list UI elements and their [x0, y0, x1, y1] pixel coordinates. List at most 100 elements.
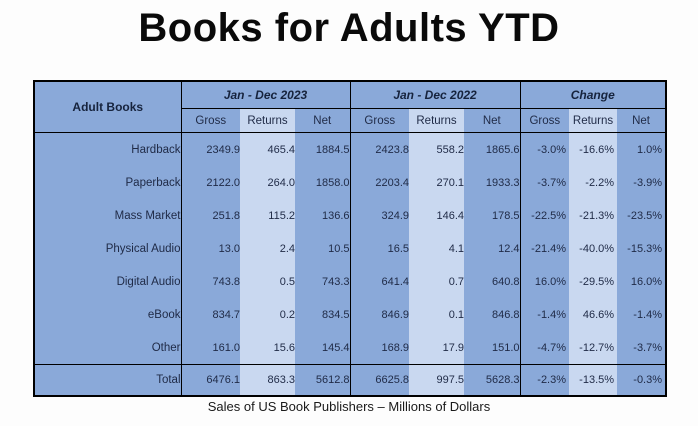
group-header-change: Change	[519, 81, 667, 109]
col-header-returns-group1: Returns	[409, 108, 465, 133]
data-cell: -13.5%	[569, 364, 618, 396]
table-row: Physical Audio 13.0 2.4 10.5 16.5 4.1 12.4 -21.…	[34, 232, 667, 265]
row-label: Other	[34, 331, 181, 365]
data-cell: 115.2	[240, 199, 295, 232]
data-cell: 846.9	[349, 298, 410, 331]
data-cell: 5628.3	[464, 364, 521, 396]
data-cell: 15.6	[240, 331, 295, 365]
data-cell: 743.8	[180, 265, 240, 298]
table-row: Hardback 2349.9 465.4 1884.5 2423.8 558.2 1865…	[34, 132, 667, 166]
table-caption: Sales of US Book Publishers – Millions o…	[207, 399, 491, 414]
data-cell: 743.3	[295, 265, 351, 298]
col-header-net-group0: Net	[295, 108, 351, 133]
data-cell: -1.4%	[519, 298, 570, 331]
data-cell: -21.4%	[519, 232, 570, 265]
data-cell: -29.5%	[569, 265, 618, 298]
data-cell: 16.0%	[519, 265, 570, 298]
data-cell: -3.9%	[617, 166, 667, 199]
data-cell: 12.4	[464, 232, 521, 265]
data-cell: 4.1	[409, 232, 465, 265]
data-cell: -3.7%	[617, 331, 667, 365]
data-cell: 558.2	[409, 132, 465, 166]
group-header-jan-dec-2023: Jan - Dec 2023	[180, 81, 351, 109]
data-cell: 13.0	[180, 232, 240, 265]
data-cell: 151.0	[464, 331, 521, 365]
data-cell: 1933.3	[464, 166, 521, 199]
data-cell: -2.2%	[569, 166, 618, 199]
data-cell: 264.0	[240, 166, 295, 199]
data-cell: -40.0%	[569, 232, 618, 265]
data-cell: 178.5	[464, 199, 521, 232]
data-cell: -1.4%	[617, 298, 667, 331]
data-cell: 161.0	[180, 331, 240, 365]
col-header-returns-group2: Returns	[569, 108, 618, 133]
data-cell: 10.5	[295, 232, 351, 265]
data-cell: 1858.0	[295, 166, 351, 199]
data-cell: -3.0%	[519, 132, 570, 166]
data-cell: -3.7%	[519, 166, 570, 199]
data-cell: 2122.0	[180, 166, 240, 199]
table-row: Paperback 2122.0 264.0 1858.0 2203.4 270.1 193…	[34, 166, 667, 199]
row-label: eBook	[34, 298, 181, 331]
data-cell: 640.8	[464, 265, 521, 298]
data-cell: -15.3%	[617, 232, 667, 265]
data-cell: 324.9	[349, 199, 410, 232]
data-cell: -21.3%	[569, 199, 618, 232]
data-cell: 2203.4	[349, 166, 410, 199]
data-cell: 1865.6	[464, 132, 521, 166]
data-cell: 997.5	[409, 364, 465, 396]
row-label: Physical Audio	[34, 232, 181, 265]
col-header-gross-group1: Gross	[349, 108, 410, 133]
data-cell: 641.4	[349, 265, 410, 298]
group-header-jan-dec-2022: Jan - Dec 2022	[349, 81, 521, 109]
data-cell: 136.6	[295, 199, 351, 232]
data-cell: -12.7%	[569, 331, 618, 365]
row-label: Hardback	[34, 132, 181, 166]
total-row: Total 6476.1 863.3 5612.8 6625.8 997.5 5628.3-…	[34, 364, 667, 396]
data-cell: 2423.8	[349, 132, 410, 166]
data-cell: 251.8	[180, 199, 240, 232]
data-cell: -4.7%	[519, 331, 570, 365]
sub-header-row: Gross Returns Net Gross Returns Net Gross Retur…	[34, 108, 667, 133]
data-cell: 16.0%	[617, 265, 667, 298]
data-cell: 465.4	[240, 132, 295, 166]
data-cell: -2.3%	[519, 364, 570, 396]
data-cell: 16.5	[349, 232, 410, 265]
col-header-net-group2: Net	[617, 108, 667, 133]
data-cell: 5612.8	[295, 364, 351, 396]
data-cell: 46.6%	[569, 298, 618, 331]
data-cell: 2.4	[240, 232, 295, 265]
data-cell: 270.1	[409, 166, 465, 199]
data-cell: 1884.5	[295, 132, 351, 166]
col-header-net-group1: Net	[464, 108, 521, 133]
group-header-row: Adult Books Jan - Dec 2023 Jan - Dec 202…	[34, 81, 667, 133]
data-cell: 0.7	[409, 265, 465, 298]
table-row: eBook 834.7 0.2 834.5 846.9 0.1 846.8 -1.4% 46.6…	[34, 298, 667, 331]
corner-header: Adult Books	[34, 81, 182, 133]
data-cell: 834.5	[295, 298, 351, 331]
row-label: Paperback	[34, 166, 181, 199]
data-cell: 145.4	[295, 331, 351, 365]
data-cell: 168.9	[349, 331, 410, 365]
table-row: Mass Market 251.8 115.2 136.6 324.9 146.4 178.…	[34, 199, 667, 232]
data-cell: 1.0%	[617, 132, 667, 166]
adult-books-table: Adult Books Jan - Dec 2023 Jan - Dec 202…	[33, 80, 668, 397]
col-header-gross-group0: Gross	[180, 108, 240, 133]
data-cell: 0.5	[240, 265, 295, 298]
col-header-gross-group2: Gross	[519, 108, 570, 133]
total-row-label: Total	[34, 364, 181, 396]
data-cell: 6476.1	[180, 364, 240, 396]
row-label: Digital Audio	[34, 265, 181, 298]
data-cell: -22.5%	[519, 199, 570, 232]
row-label: Mass Market	[34, 199, 181, 232]
data-cell: 6625.8	[349, 364, 410, 396]
table-row: Other 161.0 15.6 145.4 168.9 17.9 151.0 -4.7% -1…	[34, 331, 667, 365]
data-cell: 17.9	[409, 331, 465, 365]
data-cell: -23.5%	[617, 199, 667, 232]
data-cell: 834.7	[180, 298, 240, 331]
data-cell: 846.8	[464, 298, 521, 331]
data-cell: 0.2	[240, 298, 295, 331]
data-cell: 2349.9	[180, 132, 240, 166]
page-title: Books for Adults YTD	[138, 6, 560, 50]
data-cell: 146.4	[409, 199, 465, 232]
